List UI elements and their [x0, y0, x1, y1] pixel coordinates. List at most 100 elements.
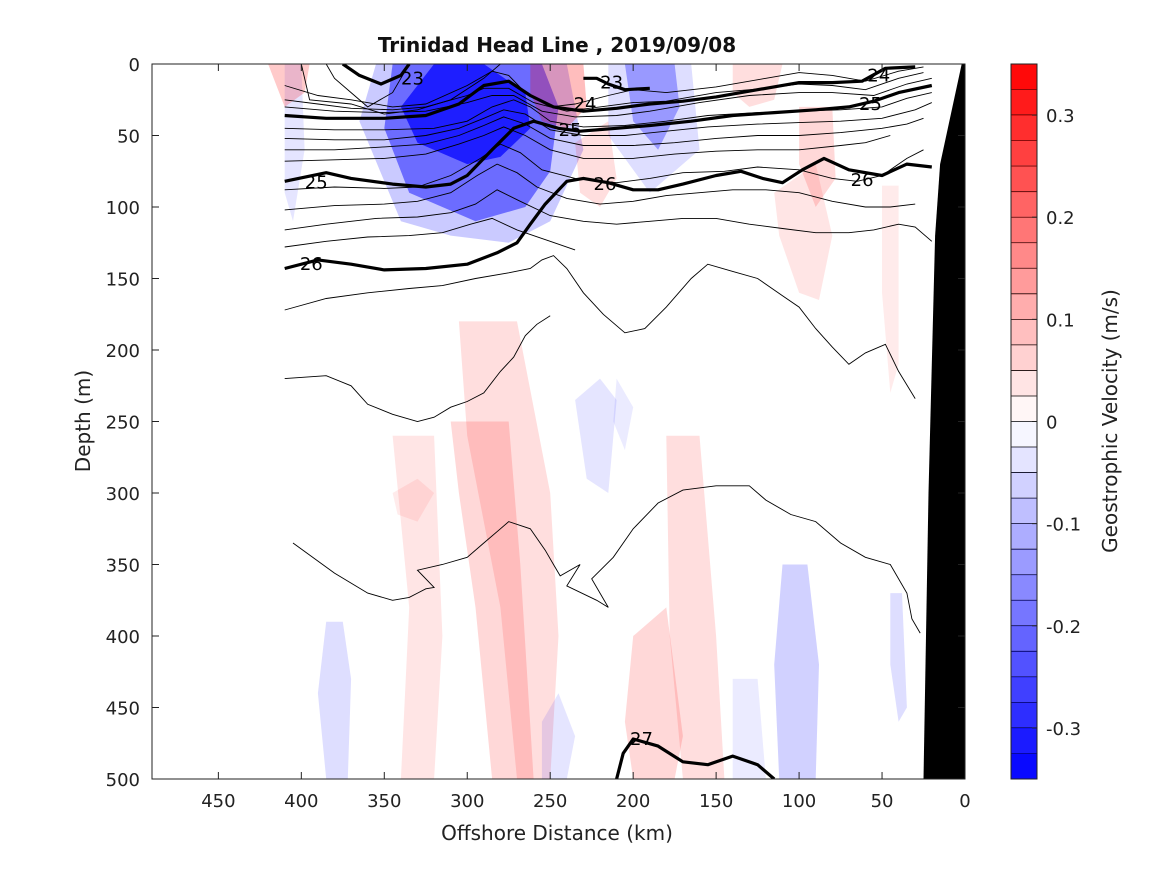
colorbar-tick-label: 0.2 [1046, 208, 1075, 229]
y-tick-label: 300 [106, 484, 140, 505]
colorbar-tick-label: -0.1 [1046, 515, 1081, 536]
colorbar-ticks: 0.3 0.2 0.1 0 -0.1 -0.2 -0.3 [1032, 106, 1081, 740]
isopycnal-thin [284, 92, 932, 131]
colorbar-cell [1011, 89, 1037, 116]
contour-label-25: 25 [305, 173, 328, 194]
isopycnal-thin [284, 77, 932, 118]
seafloor [923, 64, 965, 779]
colorbar-cell [1011, 166, 1037, 192]
x-tick-label: 100 [782, 791, 816, 812]
isopycnal-23 [341, 64, 411, 86]
colorbar-cell [1011, 523, 1037, 550]
velocity-patch-pos [666, 435, 725, 779]
isopycnal-24 [284, 65, 916, 120]
colorbar-cell [1011, 191, 1037, 218]
isopycnal-thin [284, 143, 924, 191]
velocity-patch-neg [284, 64, 305, 222]
colorbar-cell [1011, 498, 1037, 524]
y-axis-label: Depth (m) [71, 370, 95, 472]
velocity-field [268, 64, 907, 779]
colorbar-tick-label: 0.1 [1046, 310, 1075, 331]
velocity-patch-neg [732, 678, 766, 779]
velocity-patch-pos [458, 321, 559, 779]
colorbar-cell [1011, 447, 1037, 473]
y-axis: 0 50 100 150 200 250 300 350 400 450 500 [106, 55, 965, 791]
x-tick-label: 250 [533, 791, 567, 812]
colorbar-cell [1011, 140, 1037, 167]
contour-label-25: 25 [559, 120, 582, 141]
contour-label-26: 26 [594, 174, 617, 195]
velocity-patch-neg [608, 64, 700, 193]
velocity-patch-pos [799, 106, 836, 207]
y-tick-label: 450 [106, 699, 140, 720]
colorbar-tick-label: -0.2 [1046, 617, 1081, 638]
bathymetry [923, 64, 965, 779]
colorbar-cell [1011, 396, 1037, 422]
contour-label-23: 23 [600, 73, 623, 94]
velocity-patch-pos [774, 164, 833, 300]
y-tick-label: 350 [106, 556, 140, 577]
colorbar-cell [1011, 753, 1037, 779]
thin-isopycnals [284, 64, 933, 634]
isopycnal-thin [284, 255, 916, 399]
isopycnal-23 [583, 76, 650, 92]
colorbar-cell [1011, 242, 1037, 269]
colorbar-label: Geostrophic Velocity (m/s) [1098, 289, 1122, 553]
velocity-patch-pos [575, 121, 617, 207]
colorbar-cell [1011, 651, 1037, 677]
x-tick-label: 400 [284, 791, 318, 812]
isopycnal-thin [284, 72, 924, 112]
isopycnal-thin [284, 102, 932, 141]
y-tick-label: 400 [106, 627, 140, 648]
velocity-patch-neg [613, 378, 634, 451]
colorbar-cells [1011, 64, 1037, 780]
colorbar-cell [1011, 727, 1037, 754]
colorbar-cell [1011, 676, 1037, 703]
velocity-patch-neg [774, 564, 819, 779]
contour-label-24: 24 [867, 65, 890, 86]
colorbar-tick-label: 0.3 [1046, 106, 1075, 127]
velocity-patch-pos [530, 64, 587, 129]
velocity-patch-neg [624, 64, 680, 150]
colorbar-cell [1011, 625, 1037, 652]
y-tick-label: 0 [129, 55, 140, 76]
colorbar-cell [1011, 549, 1037, 575]
colorbar-cell [1011, 115, 1037, 141]
colorbar-cell [1011, 293, 1037, 320]
velocity-patch-neg [575, 378, 617, 493]
velocity-patch-pos [392, 435, 443, 779]
isopycnal-thin [284, 66, 924, 108]
isopycnal-thin [292, 485, 921, 634]
contour-label-26: 26 [300, 254, 323, 275]
y-tick-label: 150 [106, 270, 140, 291]
y-tick-label: 50 [117, 127, 140, 148]
colorbar-cell [1011, 702, 1037, 728]
isopycnal-thin [284, 126, 891, 162]
isopycnal-27 [615, 737, 776, 779]
colorbar-cell [1011, 574, 1037, 601]
colorbar-cell [1011, 319, 1037, 345]
labeled-isopycnals [284, 64, 933, 779]
x-tick-label: 200 [616, 791, 650, 812]
velocity-patch-pos [882, 185, 899, 393]
colorbar-tick-label: -0.3 [1046, 719, 1081, 740]
y-tick-label: 200 [106, 341, 140, 362]
x-tick-label: 150 [699, 791, 733, 812]
colorbar-cell [1011, 422, 1037, 448]
colorbar-tick-label: 0 [1046, 413, 1057, 434]
x-tick-label: 350 [367, 791, 401, 812]
x-axis-label: Offshore Distance (km) [441, 821, 673, 845]
colorbar-cell [1011, 600, 1037, 626]
contour-label-24: 24 [574, 94, 597, 115]
velocity-patch-pos [392, 478, 435, 522]
x-axis: 450 400 350 300 250 200 150 100 50 0 [201, 64, 971, 812]
colorbar-cell [1011, 472, 1037, 499]
colorbar: 0.3 0.2 0.1 0 -0.1 -0.2 -0.3 Geostrophic Veloc… [1010, 63, 1122, 780]
isopycnal-thin [284, 315, 551, 422]
y-tick-label: 250 [106, 413, 140, 434]
y-tick-label: 100 [106, 198, 140, 219]
colorbar-cell [1011, 344, 1037, 371]
